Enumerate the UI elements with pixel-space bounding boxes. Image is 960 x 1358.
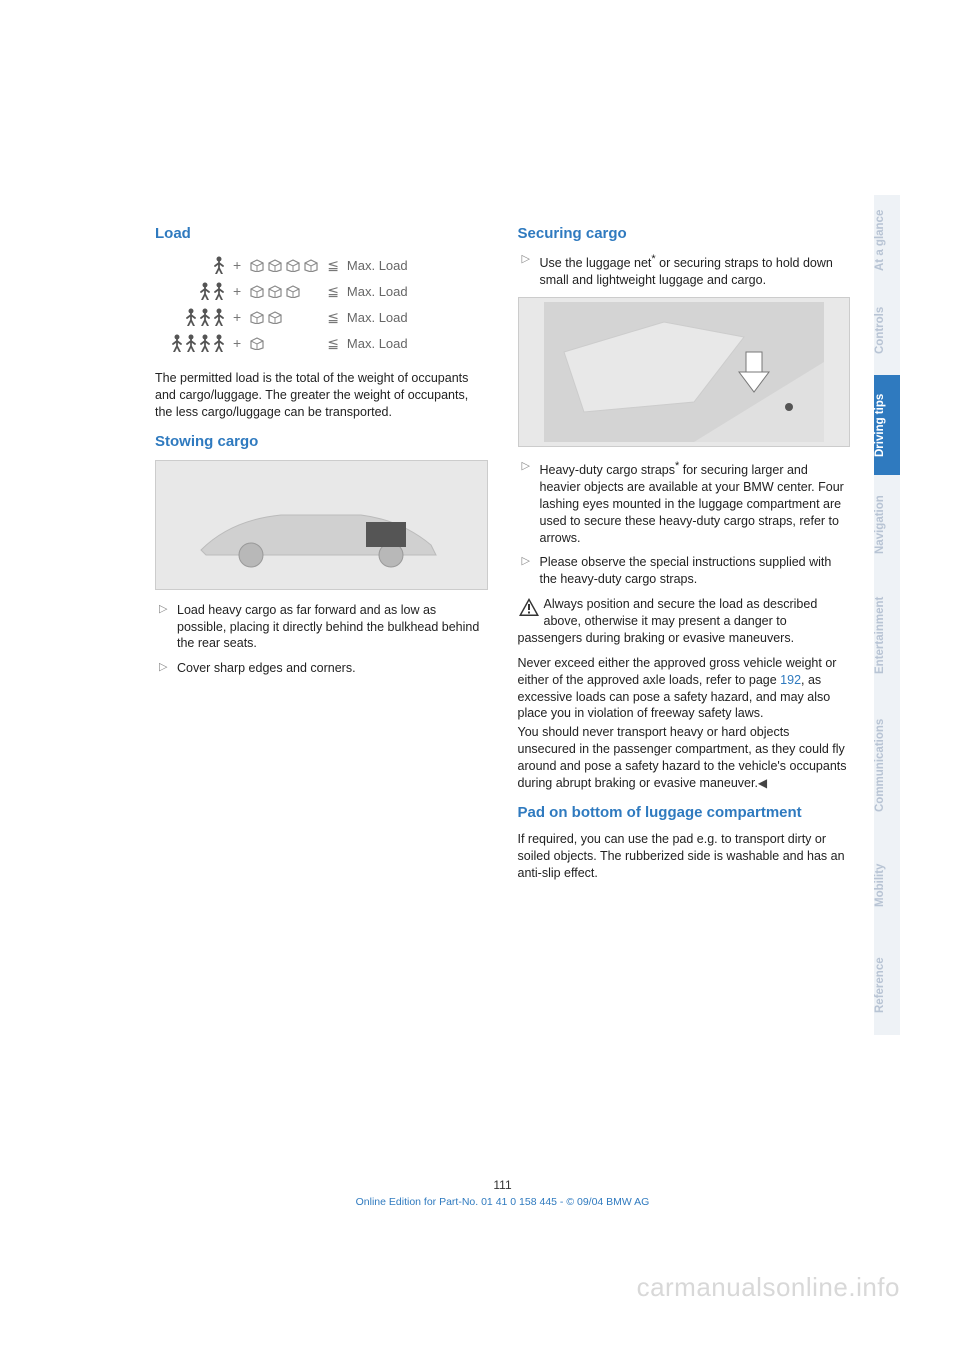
load-row: + ≦ Max. Load (155, 304, 488, 330)
load-diagram: + ≦ Max. Load + ≦ Max. Load + ≦ Max. Load + ≦ Max. … (155, 252, 488, 356)
plus-icon: + (233, 309, 241, 325)
load-row: + ≦ Max. Load (155, 252, 488, 278)
leq-icon: ≦ (327, 309, 339, 326)
side-tabs: At a glanceControlsDriving tipsNavigatio… (874, 195, 900, 1035)
person-icon (171, 334, 183, 352)
warning-text-2: Never exceed either the approved gross v… (518, 655, 851, 723)
columns: Load + ≦ Max. Load + ≦ Max. Load + ≦ Max. Load + ≦… (155, 225, 850, 893)
footer: 111 Online Edition for Part-No. 01 41 0 … (155, 1178, 850, 1208)
warning-text-1: Always position and secure the load as d… (518, 597, 818, 645)
plus-icon: + (233, 335, 241, 351)
list-item: Heavy-duty cargo straps* for securing la… (518, 459, 851, 547)
box-icon (267, 284, 283, 298)
stowing-illustration (155, 460, 488, 590)
load-row: + ≦ Max. Load (155, 330, 488, 356)
box-icon (249, 258, 265, 272)
plus-icon: + (233, 257, 241, 273)
person-icon (213, 282, 225, 300)
person-icon (199, 282, 211, 300)
tab-mobility[interactable]: Mobility (874, 835, 900, 935)
box-icon (249, 336, 265, 350)
right-column: Securing cargo Use the luggage net* or s… (518, 225, 851, 893)
tab-entertainment[interactable]: Entertainment (874, 575, 900, 695)
heading-load: Load (155, 225, 488, 242)
end-marker-icon: ◀ (758, 775, 767, 791)
person-icon (213, 256, 225, 274)
securing-list-1: Use the luggage net* or securing straps … (518, 252, 851, 289)
page-link[interactable]: 192 (780, 673, 801, 687)
page-number: 111 (155, 1178, 850, 1192)
max-load-label: Max. Load (347, 284, 408, 299)
list-item: Load heavy cargo as far forward and as l… (155, 602, 488, 653)
leq-icon: ≦ (327, 335, 339, 352)
load-paragraph: The permitted load is the total of the w… (155, 370, 488, 421)
person-icon (199, 308, 211, 326)
box-icon (285, 284, 301, 298)
list-item: Cover sharp edges and corners. (155, 660, 488, 677)
leq-icon: ≦ (327, 283, 339, 300)
max-load-label: Max. Load (347, 258, 408, 273)
page-content: Load + ≦ Max. Load + ≦ Max. Load + ≦ Max. Load + ≦… (155, 225, 850, 893)
securing-illustration (518, 297, 851, 447)
box-icon (285, 258, 301, 272)
heading-stowing: Stowing cargo (155, 433, 488, 450)
warning-icon (518, 597, 540, 617)
list-item: Use the luggage net* or securing straps … (518, 252, 851, 289)
tab-reference[interactable]: Reference (874, 935, 900, 1035)
plus-icon: + (233, 283, 241, 299)
person-icon (185, 308, 197, 326)
tab-driving-tips[interactable]: Driving tips (874, 375, 900, 475)
stowing-list: Load heavy cargo as far forward and as l… (155, 602, 488, 678)
footer-line: Online Edition for Part-No. 01 41 0 158 … (155, 1196, 850, 1208)
watermark: carmanualsonline.info (637, 1272, 900, 1303)
tab-communications[interactable]: Communications (874, 695, 900, 835)
list-item: Please observe the special instructions … (518, 554, 851, 588)
load-row: + ≦ Max. Load (155, 278, 488, 304)
warning-block: Always position and secure the load as d… (518, 596, 851, 647)
tab-at-a-glance[interactable]: At a glance (874, 195, 900, 285)
text: Use the luggage net (540, 256, 652, 270)
text: Heavy-duty cargo straps (540, 463, 675, 477)
leq-icon: ≦ (327, 257, 339, 274)
box-icon (303, 258, 319, 272)
box-icon (249, 310, 265, 324)
left-column: Load + ≦ Max. Load + ≦ Max. Load + ≦ Max. Load + ≦… (155, 225, 488, 893)
box-icon (267, 258, 283, 272)
box-icon (249, 284, 265, 298)
box-icon (267, 310, 283, 324)
max-load-label: Max. Load (347, 310, 408, 325)
warning-text-3: You should never transport heavy or hard… (518, 724, 851, 792)
heading-securing: Securing cargo (518, 225, 851, 242)
person-icon (213, 308, 225, 326)
securing-list-2: Heavy-duty cargo straps* for securing la… (518, 459, 851, 588)
heading-pad: Pad on bottom of luggage compartment (518, 804, 851, 821)
pad-paragraph: If required, you can use the pad e.g. to… (518, 831, 851, 882)
person-icon (185, 334, 197, 352)
person-icon (213, 334, 225, 352)
tab-navigation[interactable]: Navigation (874, 475, 900, 575)
person-icon (199, 334, 211, 352)
max-load-label: Max. Load (347, 336, 408, 351)
tab-controls[interactable]: Controls (874, 285, 900, 375)
